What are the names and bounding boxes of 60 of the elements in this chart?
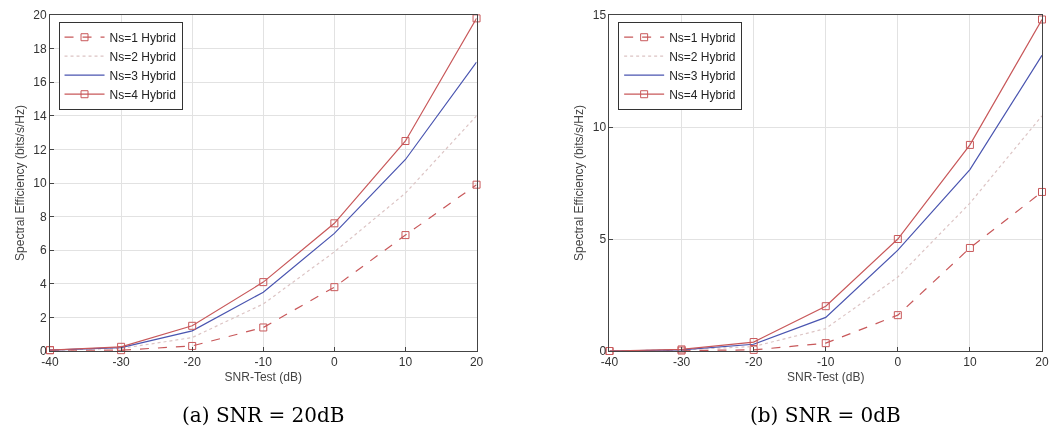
x-tick-label: 20 bbox=[469, 355, 484, 370]
legend-label: Ns=4 Hybrid bbox=[109, 87, 176, 102]
point bbox=[821, 339, 830, 348]
y-tick-label: 8 bbox=[39, 209, 47, 224]
point bbox=[472, 14, 481, 23]
y-tick-label: 16 bbox=[33, 75, 47, 90]
x-tick-label: -20 bbox=[183, 355, 202, 370]
point bbox=[749, 338, 758, 347]
point bbox=[259, 323, 268, 332]
y-tick-label: 2 bbox=[39, 310, 47, 325]
point bbox=[330, 283, 339, 292]
x-tick-label: -10 bbox=[817, 355, 835, 370]
legend-label: Ns=3 Hybrid bbox=[669, 68, 736, 83]
y-axis-title: Spectral Efficiency (bits/s/Hz) bbox=[572, 105, 587, 261]
x-tick-label: 20 bbox=[1035, 355, 1049, 370]
point bbox=[472, 180, 481, 189]
x-tick-label: 10 bbox=[398, 355, 413, 370]
y-tick-label: 5 bbox=[599, 232, 607, 247]
point bbox=[330, 219, 339, 228]
x-tick-label: -30 bbox=[672, 355, 691, 370]
point bbox=[821, 302, 830, 311]
point bbox=[401, 231, 410, 240]
y-axis-title: Spectral Efficiency (bits/s/Hz) bbox=[12, 105, 27, 261]
legend-label: Ns=1 Hybrid bbox=[109, 30, 176, 45]
legend-label: Ns=1 Hybrid bbox=[669, 30, 736, 45]
point bbox=[117, 342, 126, 351]
point bbox=[1038, 15, 1046, 24]
point bbox=[749, 345, 758, 354]
y-tick-label: 12 bbox=[33, 142, 47, 157]
point bbox=[965, 243, 974, 252]
y-tick-label: 15 bbox=[592, 8, 607, 23]
text: (b) SNR = 0dB bbox=[750, 403, 901, 427]
point bbox=[965, 140, 974, 149]
x-tick-label: 0 bbox=[331, 355, 339, 370]
y-tick-label: 14 bbox=[33, 109, 47, 123]
x-axis-title: SNR-Test (dB) bbox=[224, 370, 302, 385]
point bbox=[1038, 187, 1046, 196]
y-tick-label: 10 bbox=[33, 176, 47, 191]
x-tick-label: 0 bbox=[894, 355, 902, 370]
x-tick-label: -30 bbox=[112, 355, 131, 370]
point bbox=[259, 278, 268, 287]
y-tick-label: 18 bbox=[33, 41, 47, 56]
point bbox=[188, 321, 197, 330]
x-tick-label: -20 bbox=[744, 355, 763, 370]
point bbox=[893, 311, 902, 320]
y-tick-label: 6 bbox=[39, 243, 47, 258]
x-axis-title: SNR-Test (dB) bbox=[787, 370, 865, 385]
legend-label: Ns=2 Hybrid bbox=[669, 49, 736, 64]
point bbox=[188, 341, 197, 350]
text: (a) SNR = 20dB bbox=[182, 403, 345, 427]
legend-label: Ns=3 Hybrid bbox=[109, 68, 176, 83]
legend-label: Ns=2 Hybrid bbox=[109, 49, 176, 64]
x-tick-label: -10 bbox=[254, 355, 273, 370]
x-tick-label: 10 bbox=[963, 355, 977, 370]
point bbox=[401, 137, 410, 145]
y-tick-label: 4 bbox=[39, 277, 47, 291]
point bbox=[893, 235, 902, 243]
y-tick-label: 20 bbox=[33, 8, 47, 23]
y-tick-label: 10 bbox=[592, 120, 607, 135]
legend-label: Ns=4 Hybrid bbox=[669, 87, 736, 102]
